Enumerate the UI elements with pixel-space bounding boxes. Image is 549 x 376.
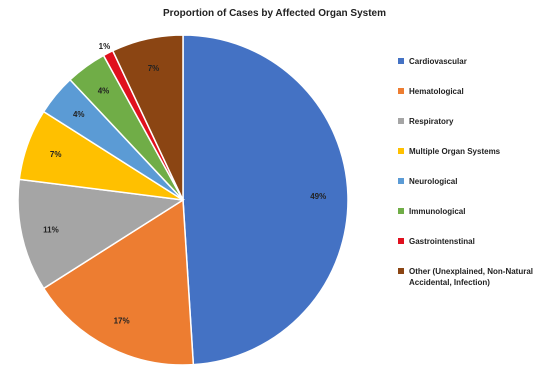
- legend-swatch: [398, 58, 404, 64]
- legend-label: Cardiovascular: [409, 57, 467, 66]
- pie-slice: [42, 198, 195, 366]
- pie-slice: [17, 178, 186, 290]
- slice-data-label: 11%: [43, 226, 59, 235]
- legend: Cardiovascular Hematological Respiratory Mu…: [398, 56, 546, 307]
- legend-label: Respiratory: [409, 117, 454, 126]
- legend-swatch: [398, 178, 404, 184]
- legend-label: Neurological: [409, 177, 458, 186]
- legend-label: Immunological: [409, 207, 466, 216]
- pie-slice: [111, 34, 184, 201]
- slice-data-label: 7%: [148, 64, 160, 73]
- legend-swatch: [398, 118, 404, 124]
- legend-label: Multiple Organ Systems: [409, 147, 501, 156]
- legend-swatch: [398, 238, 404, 244]
- legend-label: Gastrointenstinal: [409, 237, 475, 246]
- legend-item: Multiple Organ Systems: [398, 146, 546, 157]
- slice-data-label: 4%: [98, 87, 110, 96]
- slice-data-label: 1%: [99, 42, 111, 51]
- chart-title: Proportion of Cases by Affected Organ Sy…: [162, 8, 386, 19]
- slice-data-label: 49%: [310, 192, 326, 201]
- slice-data-label: 17%: [114, 317, 130, 326]
- pie-slices: [17, 34, 349, 366]
- legend-item: Hematological: [398, 86, 546, 97]
- legend-item: Immunological: [398, 206, 546, 217]
- pie-slice: [182, 34, 349, 366]
- legend-label: Hematological: [409, 87, 464, 96]
- slice-data-label: 4%: [73, 110, 85, 119]
- legend-item: Neurological: [398, 176, 546, 187]
- legend-swatch: [398, 268, 404, 274]
- legend-item: Cardiovascular: [398, 56, 546, 67]
- pie-labels: 49% 17% 11% 7% 4% 4% 1% 7%: [43, 42, 326, 326]
- legend-item: Other (Unexplained, Non-Natural Accident…: [398, 266, 546, 288]
- legend-item: Respiratory: [398, 116, 546, 127]
- legend-swatch: [398, 148, 404, 154]
- legend-label: Other (Unexplained, Non-Natural Accident…: [409, 267, 534, 287]
- slice-data-label: 7%: [50, 150, 62, 159]
- legend-swatch: [398, 208, 404, 214]
- legend-item: Gastrointenstinal: [398, 236, 546, 247]
- legend-swatch: [398, 88, 404, 94]
